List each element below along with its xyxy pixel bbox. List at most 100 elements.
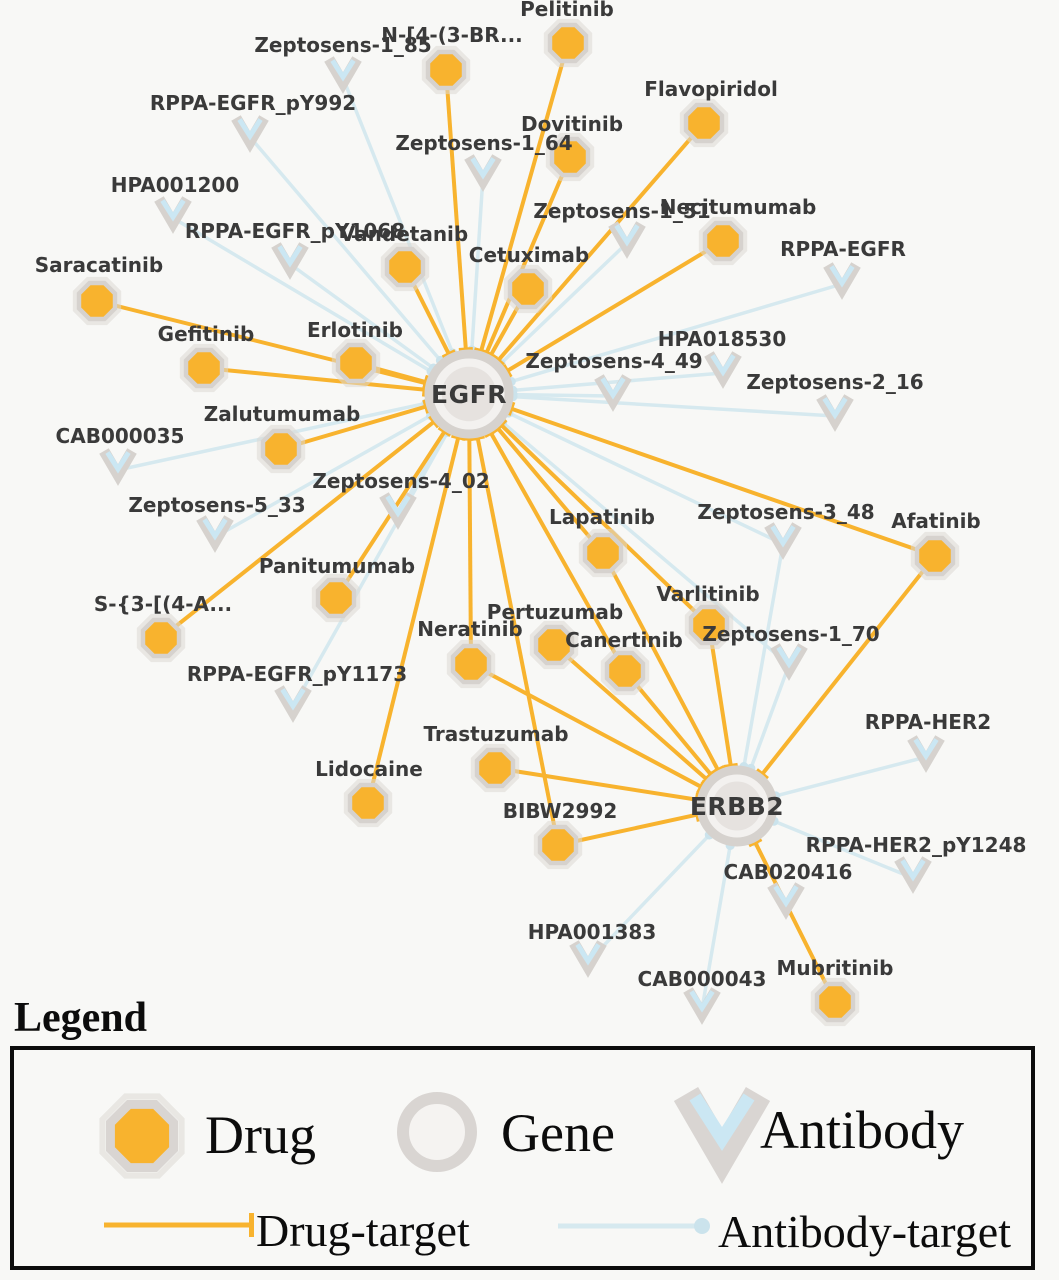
drug-target-edge bbox=[470, 662, 706, 794]
antibody-target-edge bbox=[506, 282, 843, 387]
antibody-node-rppa-egfr-py992[interactable] bbox=[231, 115, 269, 153]
antibody-target-edge bbox=[214, 410, 436, 539]
drug-node-cetuximab[interactable] bbox=[503, 264, 553, 314]
antibody-target-edge bbox=[248, 135, 446, 366]
drug-target-edge bbox=[470, 435, 560, 846]
node-label-rppa-egfr-py1068: RPPA-EGFR_pY1068 bbox=[185, 219, 405, 243]
drug-node-saracatinib[interactable] bbox=[72, 276, 122, 326]
legend-antibody-label: Antibody bbox=[760, 1100, 965, 1160]
node-label-n-4-3-br: N-[4-(3-BR... bbox=[381, 23, 523, 47]
drug-node-erlotinib[interactable] bbox=[331, 338, 381, 388]
drug-node-bibw2992[interactable] bbox=[533, 820, 583, 870]
nodes: EGFR ERBB2 bbox=[72, 18, 960, 1027]
gene-node-erbb2[interactable]: ERBB2 bbox=[690, 765, 784, 847]
node-label-canertinib: Canertinib bbox=[565, 628, 683, 652]
drug-target-edge bbox=[507, 401, 936, 558]
antibody-target-edge bbox=[508, 392, 836, 418]
drug-node-lapatinib[interactable] bbox=[578, 528, 628, 578]
antibody-target-edge bbox=[739, 543, 785, 772]
antibody-node-zeptosens-1-85[interactable] bbox=[324, 56, 362, 94]
antibody-node-cab000043[interactable] bbox=[683, 987, 721, 1025]
node-label-erlotinib: Erlotinib bbox=[307, 318, 403, 342]
node-label-zeptosens-2-16: Zeptosens-2_16 bbox=[746, 370, 923, 394]
drug-node-lidocaine[interactable] bbox=[343, 778, 393, 828]
drug-node-afatinib[interactable] bbox=[910, 531, 960, 581]
drug-node-neratinib[interactable] bbox=[446, 639, 496, 689]
antibody-node-zeptosens-4-49[interactable] bbox=[594, 374, 632, 412]
drug-node-s-3-4-a[interactable] bbox=[136, 613, 186, 663]
drug-node-trastuzumab[interactable] bbox=[470, 743, 520, 793]
node-label-zeptosens-4-49: Zeptosens-4_49 bbox=[525, 349, 702, 373]
antibody-target-edge bbox=[467, 175, 485, 355]
node-label-neratinib: Neratinib bbox=[417, 617, 523, 641]
drug-node-vandetanib[interactable] bbox=[380, 242, 430, 292]
gene-node-egfr[interactable]: EGFR bbox=[424, 349, 514, 439]
drug-node-zalutumumab[interactable] bbox=[256, 424, 306, 474]
antibody-node-hpa018530[interactable] bbox=[704, 351, 742, 389]
drug-target-edge bbox=[495, 418, 711, 627]
node-label-zeptosens-4-02: Zeptosens-4_02 bbox=[312, 469, 489, 493]
node-label-hpa018530: HPA018530 bbox=[658, 327, 787, 351]
drug-node-dovitinib[interactable] bbox=[545, 132, 595, 182]
antibody-node-hpa001383[interactable] bbox=[569, 940, 607, 978]
node-label-cab020416: CAB020416 bbox=[724, 860, 853, 884]
antibody-target-edge bbox=[746, 664, 791, 774]
node-label-hpa001200: HPA001200 bbox=[111, 173, 240, 197]
drug-target-edge bbox=[755, 554, 937, 780]
antibody-target-edge bbox=[771, 755, 927, 801]
legend-antibody-target-label: Antibody-target bbox=[718, 1206, 1011, 1257]
antibody-node-zeptosens-5-33[interactable] bbox=[196, 515, 234, 553]
antibody-node-hpa001200[interactable] bbox=[154, 196, 192, 234]
antibody-node-rppa-her2-py1248[interactable] bbox=[894, 856, 932, 894]
antibody-target-edge bbox=[496, 241, 629, 369]
node-label-lapatinib: Lapatinib bbox=[549, 505, 655, 529]
drug-target-edge bbox=[494, 766, 700, 807]
antibody-node-zeptosens-4-02[interactable] bbox=[379, 492, 417, 530]
drug-octagon-icon bbox=[92, 1086, 192, 1190]
drug-node-varlitinib[interactable] bbox=[684, 600, 734, 650]
node-label-zeptosens-3-48: Zeptosens-3_48 bbox=[697, 500, 874, 524]
antibody-node-zeptosens-3-48[interactable] bbox=[764, 522, 802, 560]
drug-target-edge bbox=[473, 42, 570, 355]
node-label-rppa-egfr-py992: RPPA-EGFR_pY992 bbox=[150, 91, 356, 115]
antibody-target-edge bbox=[508, 390, 614, 400]
node-label-mubritinib: Mubritinib bbox=[776, 956, 893, 980]
gene-label: EGFR bbox=[431, 380, 507, 409]
legend-gene-label: Gene bbox=[501, 1103, 615, 1163]
drug-node-panitumumab[interactable] bbox=[311, 573, 361, 623]
drug-target-edge bbox=[159, 415, 440, 640]
node-label-lidocaine: Lidocaine bbox=[315, 757, 423, 781]
drug-node-gefitinib[interactable] bbox=[179, 343, 229, 393]
drug-target-edges bbox=[96, 42, 937, 1003]
antibody-target-edge bbox=[341, 77, 458, 358]
drug-node-necitumumab[interactable] bbox=[698, 216, 748, 266]
antibody-node-zeptosens-1-64[interactable] bbox=[464, 154, 502, 192]
node-label-cab000043: CAB000043 bbox=[638, 967, 767, 991]
antibody-node-rppa-egfr-py1173[interactable] bbox=[274, 685, 312, 723]
antibody-node-zeptosens-1-70[interactable] bbox=[770, 643, 808, 681]
node-label-rppa-egfr: RPPA-EGFR bbox=[780, 237, 906, 261]
antibody-node-cab000035[interactable] bbox=[99, 448, 137, 486]
drug-target-edge bbox=[492, 121, 706, 366]
drug-node-n-4-3-br[interactable] bbox=[421, 45, 471, 95]
drug-node-canertinib[interactable] bbox=[600, 646, 650, 696]
drug-node-pertuzumab[interactable] bbox=[529, 620, 579, 670]
antibody-node-zeptosens-2-16[interactable] bbox=[816, 394, 854, 432]
drug-target-edge bbox=[552, 643, 713, 786]
drug-node-mubritinib[interactable] bbox=[810, 977, 860, 1027]
drug-node-pelitinib[interactable] bbox=[543, 18, 593, 68]
legend-drug-target-label: Drug-target bbox=[256, 1205, 470, 1256]
drug-target-edge bbox=[491, 422, 605, 555]
antibody-node-rppa-her2[interactable] bbox=[907, 735, 945, 773]
antibody-node-rppa-egfr-py1068[interactable] bbox=[271, 242, 309, 280]
legend-box: Drug Gene Antibody Drug-target bbox=[10, 1046, 1035, 1270]
node-label-varlitinib: Varlitinib bbox=[656, 582, 759, 606]
antibody-node-cab020416[interactable] bbox=[767, 882, 805, 920]
drug-target-edge bbox=[484, 428, 627, 672]
antibody-node-zeptosens-1-51[interactable] bbox=[608, 221, 646, 259]
drug-node-flavopiridol[interactable] bbox=[679, 98, 729, 148]
node-label-bibw2992: BIBW2992 bbox=[503, 799, 618, 823]
drug-target-edge bbox=[366, 434, 466, 804]
antibody-node-rppa-egfr[interactable] bbox=[823, 262, 861, 300]
